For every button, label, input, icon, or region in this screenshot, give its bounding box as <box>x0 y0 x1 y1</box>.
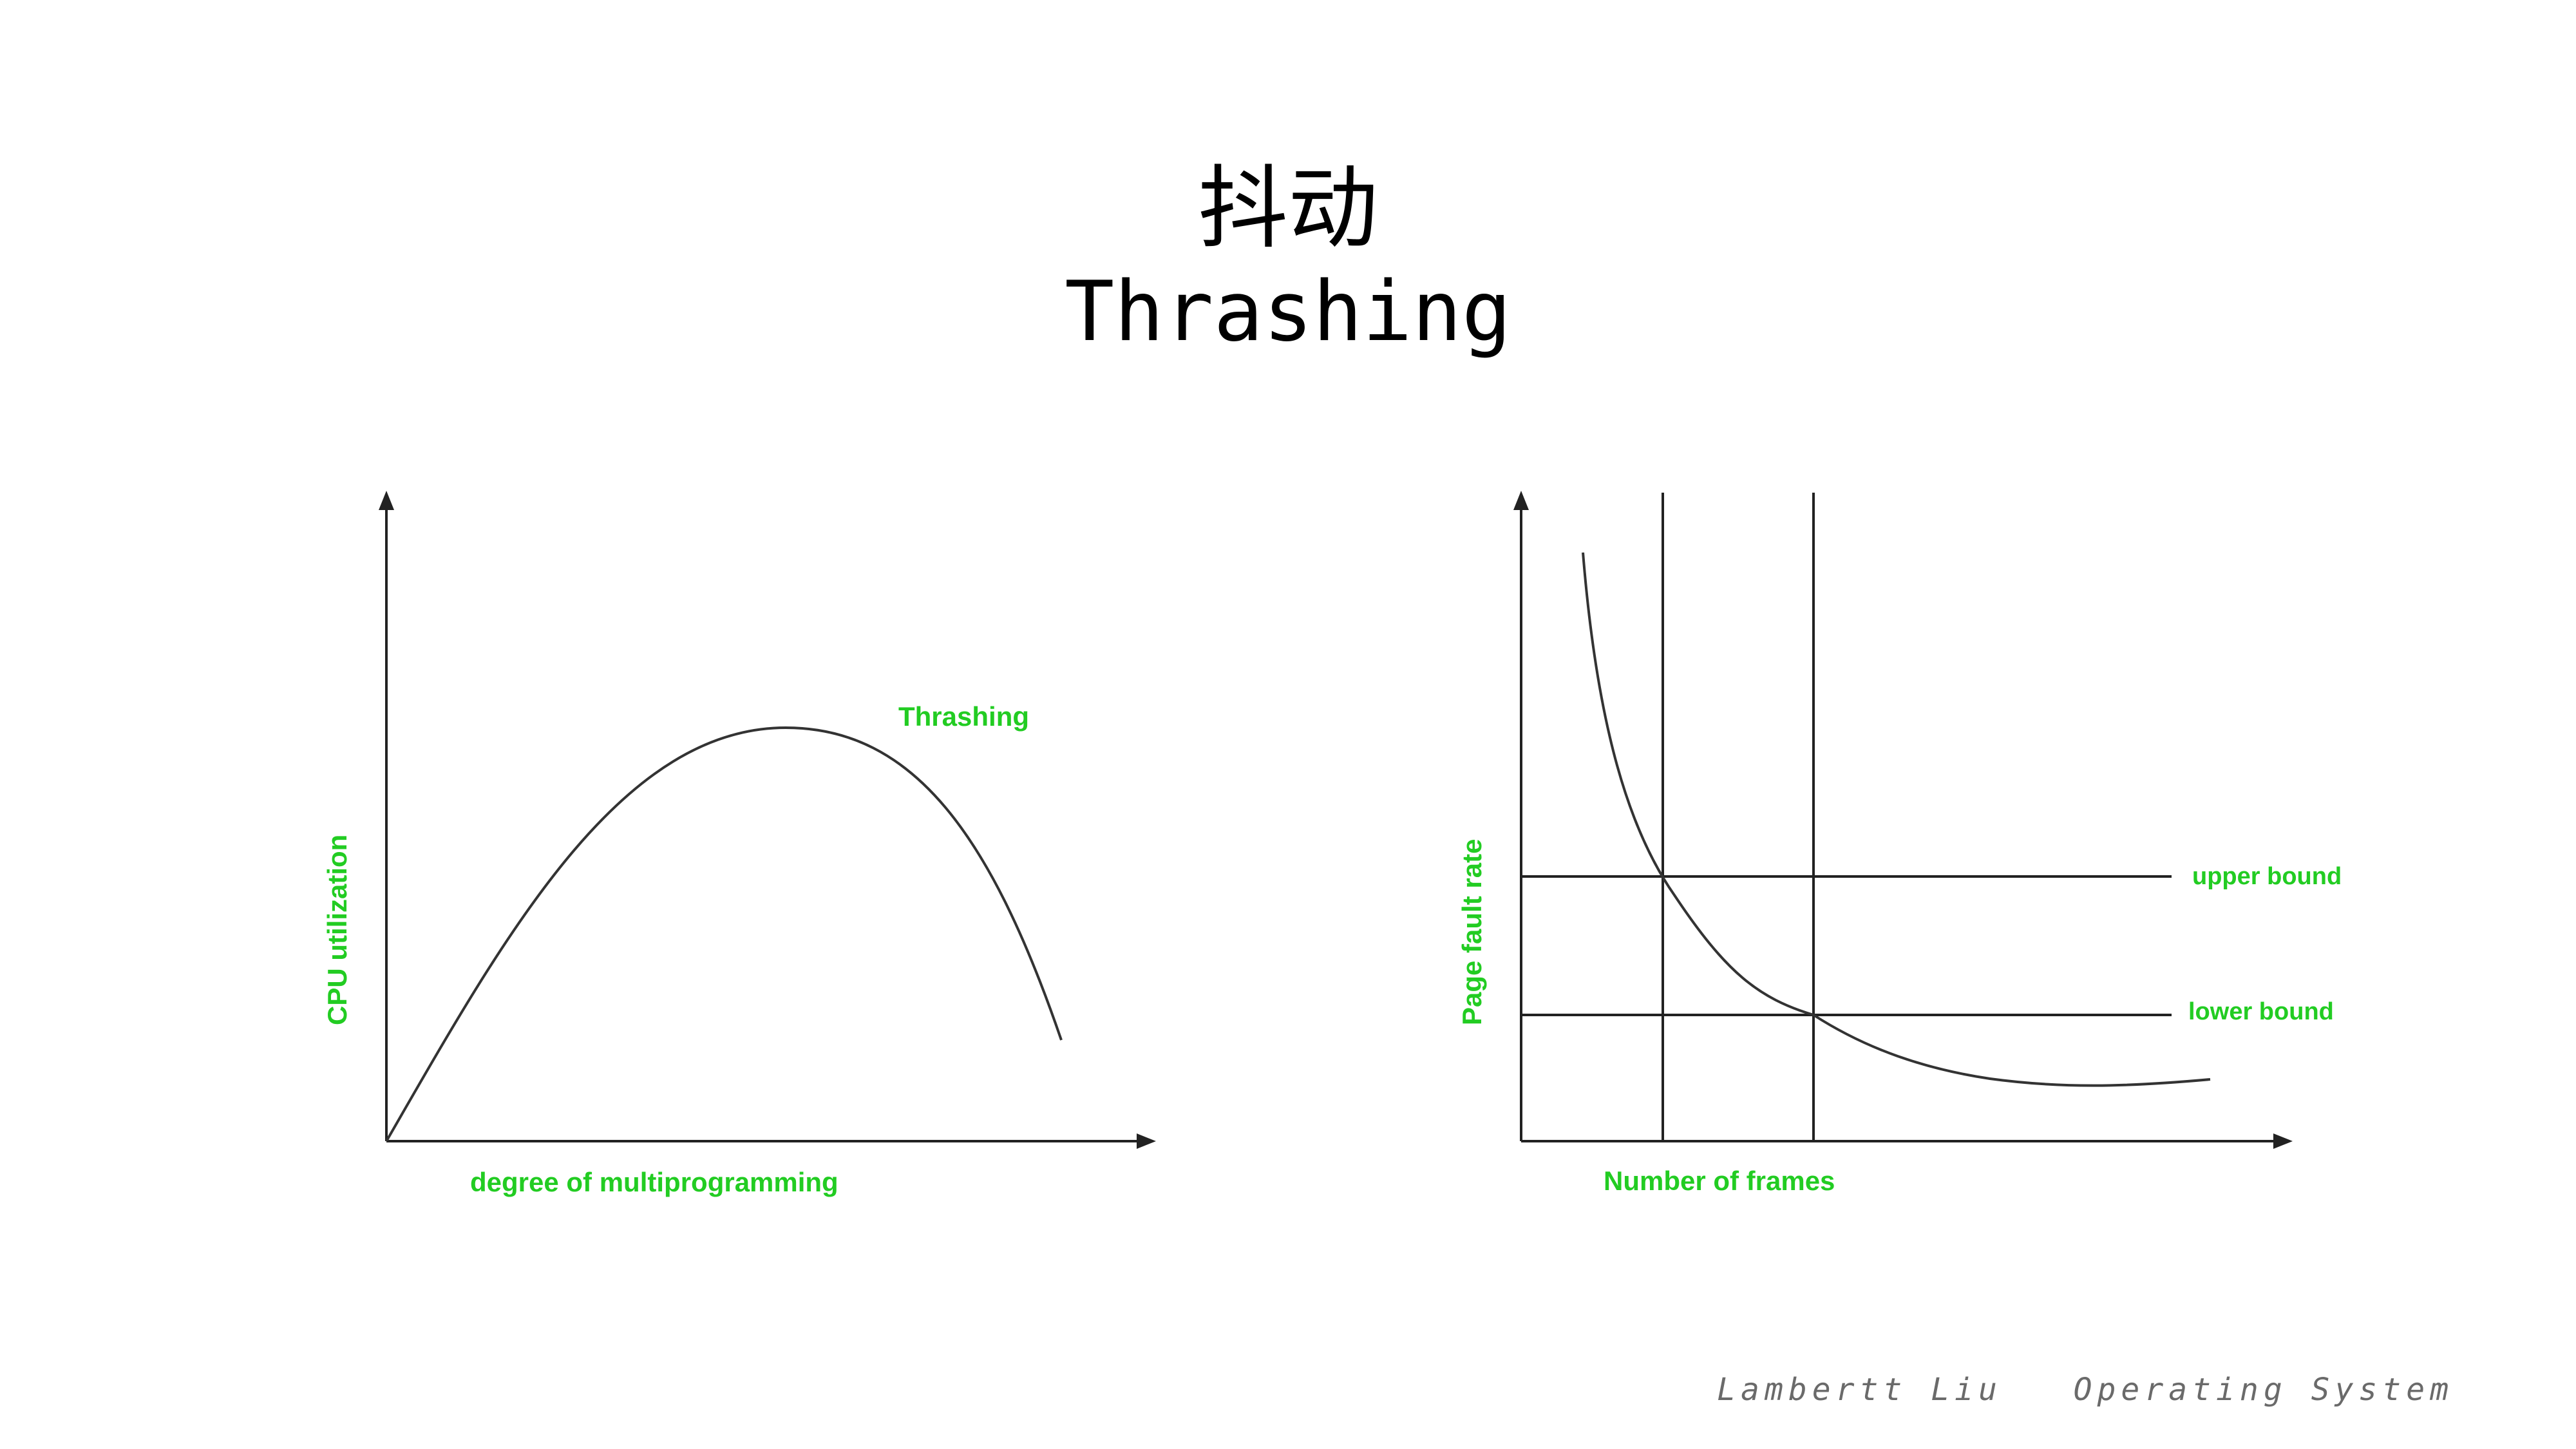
page-fault-rate-axis-label: Page fault rate <box>1457 839 1487 1025</box>
left-y-axis-arrowhead <box>379 491 394 510</box>
lower-bound-label: lower bound <box>2188 998 2334 1025</box>
page-fault-curve <box>1582 552 2211 1087</box>
slide-title-chinese: 抖动 <box>1197 156 1378 261</box>
left-x-axis-arrowhead <box>1137 1133 1156 1149</box>
thrashing-label: Thrashing <box>898 701 1029 732</box>
right-x-axis-arrowhead <box>2273 1133 2293 1149</box>
number-of-frames-axis-label: Number of frames <box>1604 1166 1835 1196</box>
upper-bound-label: upper bound <box>2192 863 2342 890</box>
cpu-utilization-diagram: Thrashing CPU utilization degree of mult… <box>322 491 1156 1197</box>
slide-title-english: Thrashing <box>1065 264 1511 360</box>
slide-footer: Lambertt Liu Operating System <box>1717 1372 2454 1408</box>
cpu-utilization-axis-label: CPU utilization <box>322 835 352 1025</box>
cpu-utilization-curve <box>385 726 1063 1142</box>
footer-author: Lambertt Liu <box>1717 1372 2002 1408</box>
footer-course: Operating System <box>2073 1372 2454 1408</box>
page-fault-diagram: upper bound lower bound Page fault rate … <box>1457 491 2342 1196</box>
multiprogramming-axis-label: degree of multiprogramming <box>470 1167 838 1197</box>
right-y-axis-arrowhead <box>1513 491 1529 510</box>
